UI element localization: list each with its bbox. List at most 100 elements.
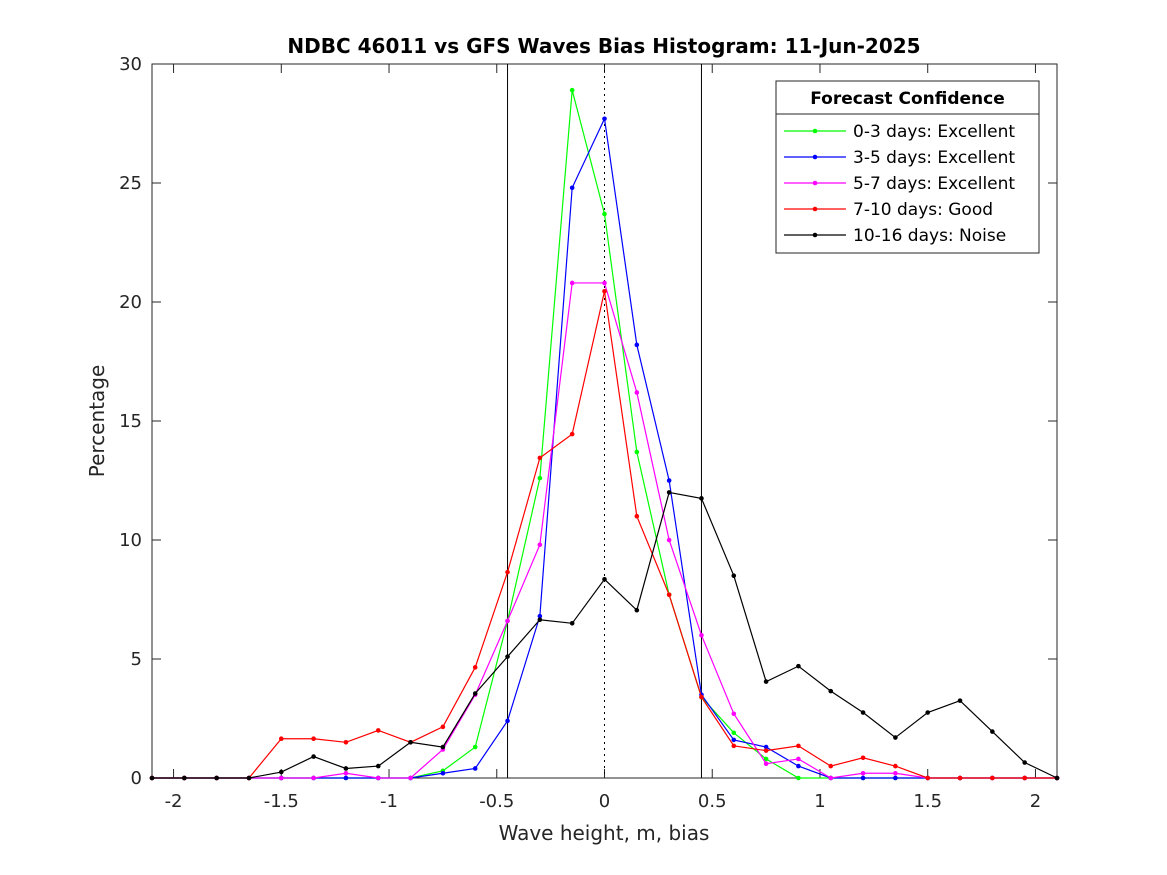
data-point bbox=[408, 740, 413, 745]
data-point bbox=[860, 755, 866, 761]
data-point bbox=[699, 496, 704, 501]
x-tick-label: 0.5 bbox=[698, 791, 727, 812]
legend: Forecast Confidence 0-3 days: Excellent 3-… bbox=[775, 80, 1040, 254]
chart-title: NDBC 46011 vs GFS Waves Bias Histogram: … bbox=[287, 34, 920, 58]
data-point bbox=[860, 710, 866, 715]
data-point bbox=[763, 761, 769, 767]
data-point bbox=[472, 766, 478, 771]
data-point bbox=[796, 763, 801, 769]
data-point bbox=[666, 478, 672, 483]
data-point bbox=[214, 775, 219, 781]
data-point bbox=[763, 744, 769, 750]
data-point bbox=[893, 775, 898, 781]
data-point bbox=[796, 663, 801, 669]
data-point bbox=[634, 607, 640, 613]
y-tick-label: 10 bbox=[119, 530, 142, 551]
data-point bbox=[537, 455, 543, 461]
y-tick-label: 5 bbox=[131, 649, 142, 670]
data-point bbox=[569, 431, 575, 437]
x-tick-label: 1.5 bbox=[913, 791, 942, 812]
data-point bbox=[1022, 775, 1027, 781]
data-point bbox=[634, 390, 640, 395]
x-tick-label: -1 bbox=[380, 791, 398, 812]
data-point bbox=[699, 694, 704, 700]
y-tick-label: 15 bbox=[119, 411, 142, 432]
data-point bbox=[860, 770, 866, 776]
data-point bbox=[666, 592, 672, 598]
x-tick-label: -1.5 bbox=[264, 791, 299, 812]
data-point bbox=[1022, 760, 1027, 765]
data-point bbox=[537, 617, 543, 623]
data-point bbox=[731, 711, 737, 717]
x-axis-title: Wave height, m, bias bbox=[499, 821, 710, 845]
data-point bbox=[537, 542, 543, 548]
legend-label: 0-3 days: Excellent bbox=[853, 122, 1015, 142]
data-point bbox=[472, 665, 478, 670]
data-point bbox=[796, 775, 801, 781]
data-point bbox=[634, 342, 640, 348]
legend-label: 7-10 days: Good bbox=[853, 200, 993, 220]
data-point bbox=[602, 576, 607, 582]
data-point bbox=[990, 729, 995, 734]
x-tick-label: 0 bbox=[599, 791, 610, 812]
data-point bbox=[505, 618, 510, 624]
data-point bbox=[990, 775, 995, 781]
data-point bbox=[569, 621, 575, 626]
y-tick-label: 20 bbox=[119, 292, 142, 313]
data-point bbox=[408, 775, 413, 781]
data-point bbox=[666, 537, 672, 543]
data-point bbox=[893, 735, 898, 740]
data-point bbox=[634, 449, 640, 455]
data-point bbox=[375, 763, 381, 769]
legend-swatch-marker bbox=[812, 180, 818, 186]
data-point bbox=[731, 573, 737, 578]
data-point bbox=[731, 730, 737, 736]
data-point bbox=[796, 743, 801, 749]
data-point bbox=[828, 688, 834, 694]
data-point bbox=[375, 728, 381, 733]
data-point bbox=[602, 280, 607, 286]
data-point bbox=[246, 775, 252, 781]
x-tick-label: 1 bbox=[814, 791, 825, 812]
data-point bbox=[828, 763, 834, 769]
data-point bbox=[278, 775, 284, 781]
legend-box bbox=[775, 80, 1040, 254]
data-point bbox=[893, 770, 898, 776]
data-point bbox=[505, 718, 510, 724]
data-point bbox=[505, 569, 510, 575]
data-point bbox=[440, 744, 446, 750]
x-tick-label: -0.5 bbox=[479, 791, 514, 812]
data-point bbox=[699, 632, 704, 638]
data-point bbox=[1054, 775, 1060, 781]
data-point bbox=[537, 613, 543, 619]
data-point bbox=[860, 775, 866, 781]
data-point bbox=[311, 736, 316, 742]
data-point bbox=[440, 724, 446, 730]
data-point bbox=[731, 737, 737, 743]
legend-label: 5-7 days: Excellent bbox=[853, 174, 1015, 194]
data-point bbox=[278, 736, 284, 742]
data-point bbox=[925, 775, 931, 781]
data-point bbox=[763, 679, 769, 684]
legend-title: Forecast Confidence bbox=[810, 89, 1005, 109]
data-point bbox=[957, 698, 963, 703]
data-point bbox=[343, 770, 349, 776]
data-point bbox=[182, 775, 187, 781]
data-point bbox=[343, 740, 349, 745]
y-tick-label: 0 bbox=[131, 768, 142, 789]
data-point bbox=[311, 754, 316, 759]
legend-swatch-marker bbox=[812, 154, 818, 160]
legend-swatch-marker bbox=[812, 206, 818, 212]
data-point bbox=[505, 654, 510, 659]
data-point bbox=[472, 744, 478, 750]
data-point bbox=[602, 288, 607, 294]
data-point bbox=[343, 775, 349, 781]
y-axis-title: Percentage bbox=[85, 365, 109, 478]
data-point bbox=[828, 775, 834, 781]
data-point bbox=[957, 775, 963, 781]
data-point bbox=[278, 769, 284, 775]
data-point bbox=[472, 691, 478, 696]
x-tick-label: 2 bbox=[1030, 791, 1041, 812]
y-tick-label: 30 bbox=[119, 54, 142, 75]
